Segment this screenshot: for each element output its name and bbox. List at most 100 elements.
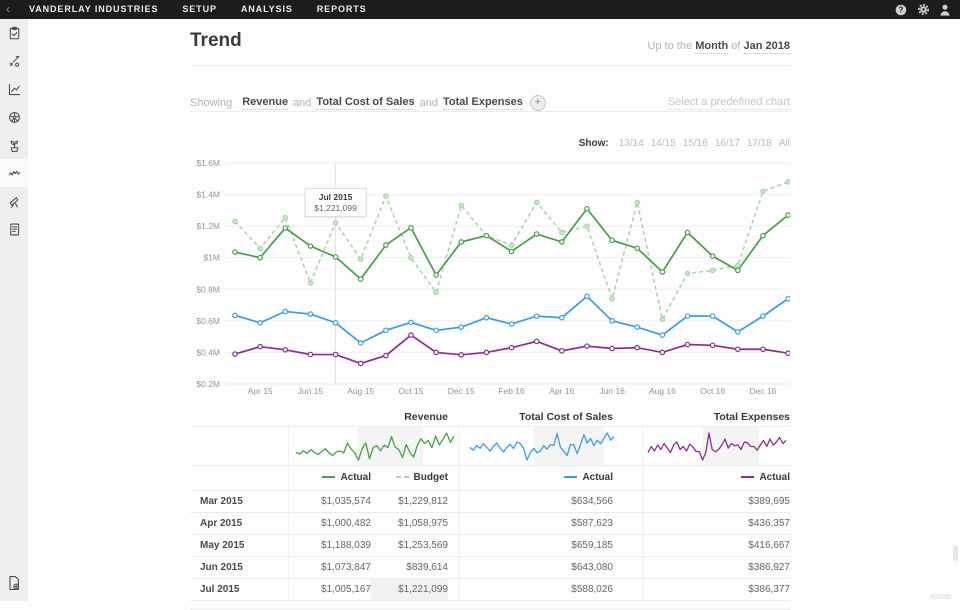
show-option-15-16[interactable]: 15/16: [682, 138, 708, 149]
tooltip-title: Jul 2015: [318, 192, 353, 202]
showing-label: Showing: [190, 97, 233, 109]
spacer: [448, 535, 458, 556]
table-row[interactable]: Jul 2015 $1,005,167 $1,221,099 $588,026 $386…: [190, 579, 790, 601]
help-icon[interactable]: ?: [890, 0, 912, 19]
show-option-all[interactable]: All: [778, 138, 790, 149]
growth-plant-icon[interactable]: [0, 131, 28, 159]
cost-actual-value: $634,566: [458, 491, 613, 512]
show-option-13-14[interactable]: 13/14: [618, 138, 644, 149]
spacer: [613, 535, 642, 556]
revenue-budget-value: $1,058,975: [397, 518, 448, 529]
svg-text:Aug 16: Aug 16: [649, 386, 676, 396]
expenses-actual-value: $416,667: [642, 535, 790, 556]
period-value-selector[interactable]: Jan 2018: [743, 40, 790, 54]
row-month: May 2015: [200, 540, 245, 551]
vertical-scrollbar-thumb[interactable]: [953, 545, 958, 561]
trend-waveform-icon[interactable]: [0, 159, 28, 187]
spacer: [613, 557, 642, 578]
explorer-telescope-icon[interactable]: [0, 187, 28, 215]
group-header-cost-of-sales: Total Cost of Sales: [519, 411, 613, 423]
spacer: [448, 579, 458, 600]
drivers-wheel-icon[interactable]: [0, 103, 28, 131]
group-header-expenses: Total Expenses: [713, 411, 790, 423]
back-chevron-icon[interactable]: ‹: [6, 2, 10, 16]
revenue-budget-value: $839,614: [406, 562, 448, 573]
svg-text:$0.2M: $0.2M: [196, 379, 220, 389]
user-icon[interactable]: [934, 0, 956, 19]
svg-text:$1.4M: $1.4M: [196, 190, 220, 200]
actuals-entry-icon[interactable]: [0, 47, 28, 75]
revenue-actual-value: $1,035,574: [288, 491, 371, 512]
trend-chart-area: $1.6M $1.4M $1.2M $1M $0.8M $0.6M $0.4M $0.2M Ap…: [190, 155, 791, 398]
export-document-icon[interactable]: [0, 569, 28, 597]
predefined-chart-selector[interactable]: Select a predefined chart: [667, 96, 790, 110]
row-month: Mar 2015: [200, 496, 243, 507]
table-row[interactable]: Apr 2015 $1,000,482 $1,058,975 $587,623 $436…: [190, 513, 790, 535]
revenue-actual-value: $1,073,847: [288, 557, 371, 578]
series-selector-cost-of-sales[interactable]: Total Cost of Sales: [316, 96, 415, 110]
svg-text:$0.8M: $0.8M: [196, 284, 220, 294]
nav-item-setup[interactable]: SETUP: [182, 4, 217, 14]
header-divider: [190, 65, 790, 66]
show-filter-label: Show:: [578, 138, 609, 149]
tasks-clipboard-icon[interactable]: [0, 19, 28, 47]
nav-item-analysis[interactable]: ANALYSIS: [240, 4, 293, 14]
cost-actual-value: $588,026: [458, 579, 613, 600]
sidebar: [0, 19, 28, 601]
revenue-actual-value: $1,000,482: [288, 513, 371, 534]
revenue-sparkline-cell: [288, 427, 458, 465]
spacer: [448, 491, 458, 512]
expenses-sparkline: [647, 432, 787, 461]
partial-next-row: [190, 601, 790, 610]
cost-sparkline-cell: [458, 427, 642, 465]
spacer: [448, 513, 458, 534]
expenses-sparkline-cell: [642, 427, 790, 465]
svg-text:$0.6M: $0.6M: [196, 316, 220, 326]
cost-of-sales-sparkline: [469, 432, 615, 461]
horizontal-scrollbar-thumb[interactable]: [930, 594, 952, 599]
svg-text:$0.4M: $0.4M: [196, 347, 220, 357]
nav-item-company[interactable]: VANDERLAY INDUSTRIES: [29, 4, 159, 14]
legend-revenue-actual: Actual: [288, 466, 371, 490]
spacer: [613, 579, 642, 600]
revenue-budget-value: $1,221,099: [371, 579, 448, 600]
revenue-budget-value: $1,253,569: [397, 540, 448, 551]
add-series-button[interactable]: +: [529, 95, 546, 111]
table-row[interactable]: Jun 2015 $1,073,847 $839,614 $643,080 $386,9…: [190, 557, 790, 579]
svg-text:$1.2M: $1.2M: [196, 221, 220, 231]
show-option-16-17[interactable]: 16/17: [714, 138, 740, 149]
expenses-actual-value: $386,927: [642, 557, 790, 578]
show-option-14-15[interactable]: 14/15: [650, 138, 676, 149]
series-selector-expenses[interactable]: Total Expenses: [442, 96, 523, 110]
legend-line-dashed-green: [395, 476, 409, 478]
period-of: of: [731, 40, 741, 52]
table-row[interactable]: May 2015 $1,188,039 $1,253,569 $659,185 $416…: [190, 535, 790, 557]
row-month: Apr 2015: [200, 518, 243, 529]
gear-icon[interactable]: [912, 0, 934, 19]
chart-tooltip: Jul 2015 $1,221,099: [304, 188, 367, 217]
spacer: [448, 557, 458, 578]
reports-document-icon[interactable]: [0, 215, 28, 243]
table-legend-row: Actual Budget Actual Actual: [190, 466, 790, 491]
table-row[interactable]: Mar 2015 $1,035,574 $1,229,812 $634,566 $389…: [190, 491, 790, 513]
show-option-17-18[interactable]: 17/18: [746, 138, 772, 149]
page-title: Trend: [190, 30, 242, 51]
cost-actual-value: $587,623: [458, 513, 613, 534]
revenue-sparkline: [295, 432, 455, 461]
visible-range-band: [534, 427, 604, 465]
sparkline-row: [190, 426, 790, 466]
spacer: [613, 513, 642, 534]
svg-text:Dec 15: Dec 15: [448, 386, 475, 396]
series-selector-revenue[interactable]: Revenue: [242, 96, 289, 110]
revenue-actual-value: $1,005,167: [288, 579, 371, 600]
svg-text:Oct 15: Oct 15: [398, 386, 423, 396]
period-prefix: Up to the: [647, 40, 693, 52]
performance-chart-icon[interactable]: [0, 75, 28, 103]
svg-text:Apr 15: Apr 15: [248, 386, 273, 396]
period-selector-row: Up to the Month of Jan 2018: [647, 40, 790, 54]
period-unit-selector[interactable]: Month: [695, 40, 729, 54]
legend-line-solid-purple: [741, 476, 755, 478]
trend-chart[interactable]: $1.6M $1.4M $1.2M $1M $0.8M $0.6M $0.4M $0.2M Ap…: [190, 155, 791, 398]
nav-item-reports[interactable]: REPORTS: [316, 4, 367, 14]
svg-text:$1M: $1M: [203, 253, 220, 263]
